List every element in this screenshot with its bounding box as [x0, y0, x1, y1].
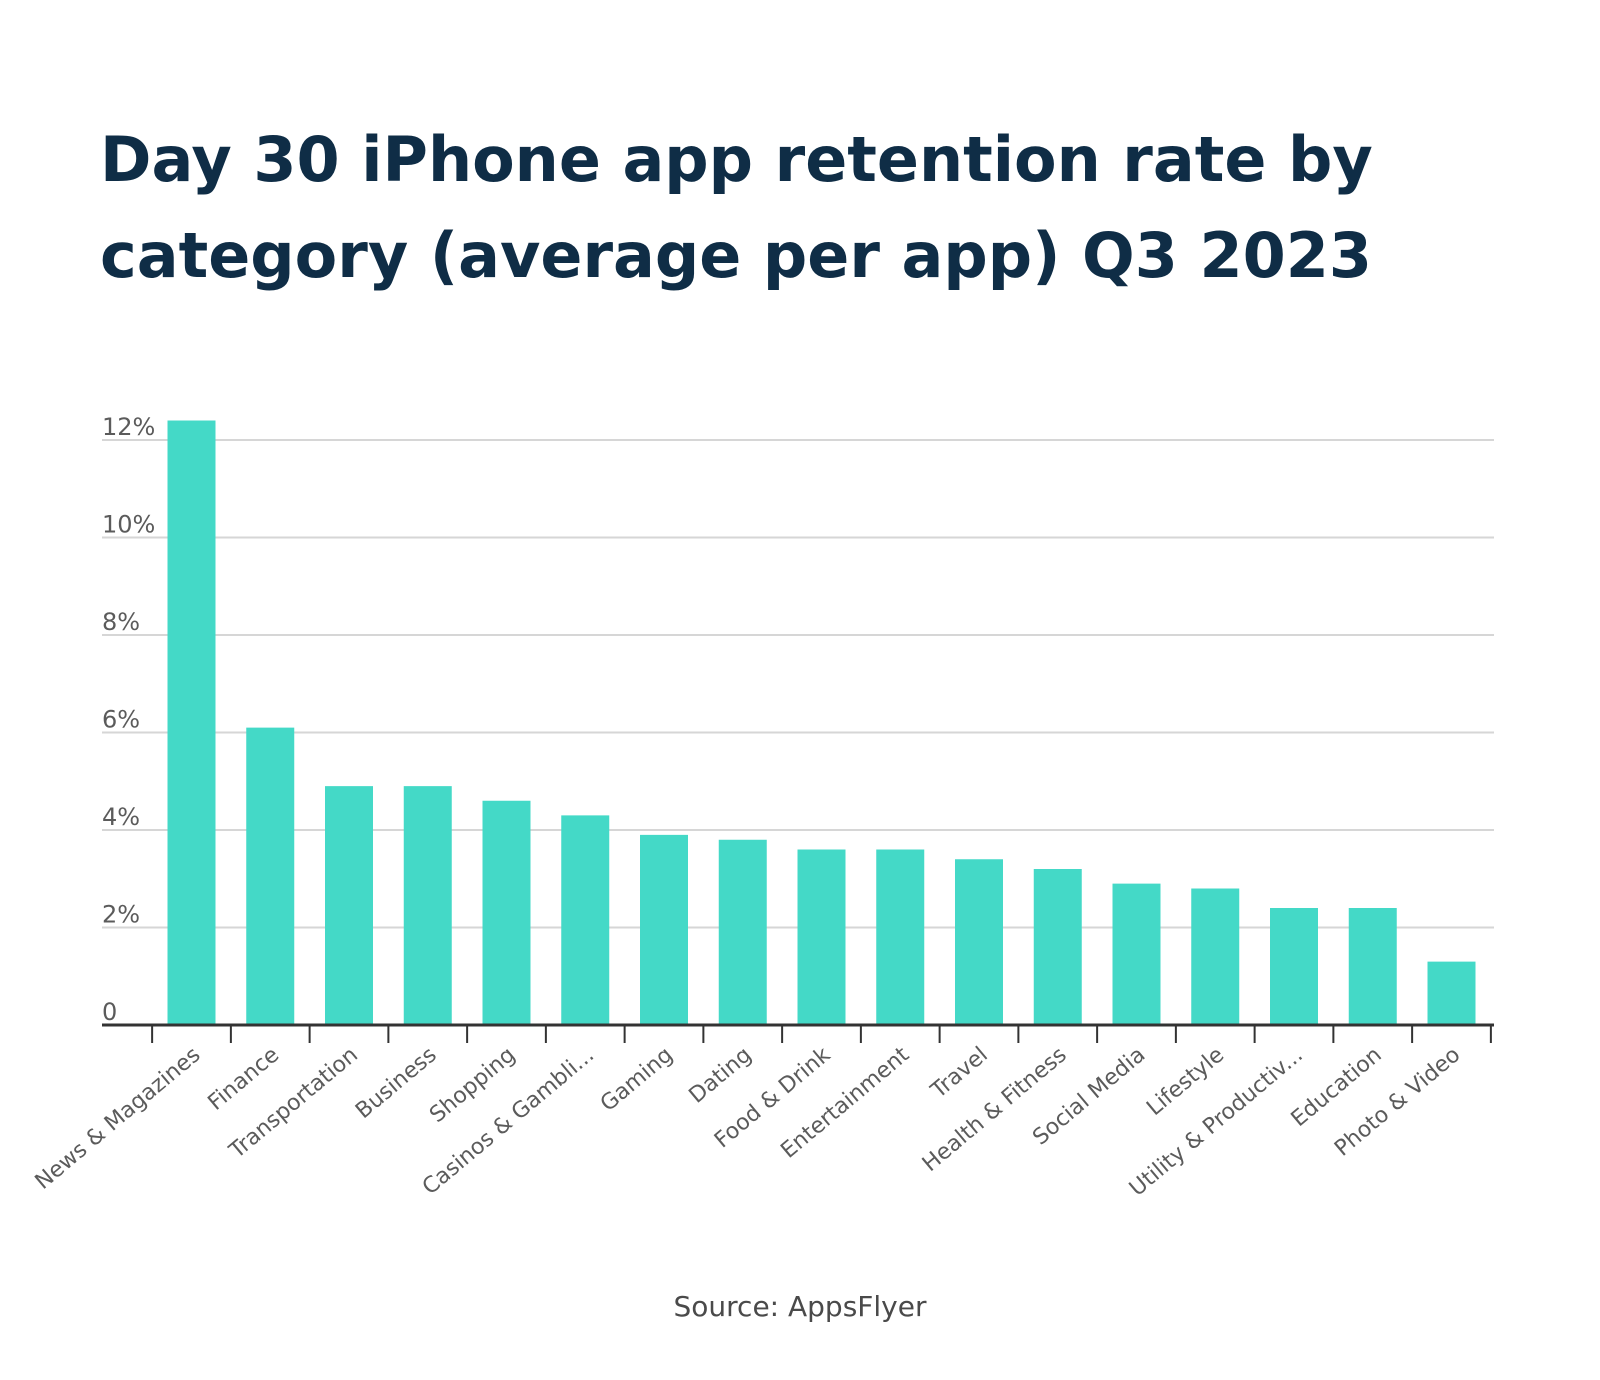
x-tick-label: Health & Fitness: [918, 1042, 1072, 1177]
y-tick-label: 12%: [102, 413, 155, 441]
bar: [561, 815, 610, 1025]
x-tick-label: Travel: [926, 1042, 993, 1104]
y-tick-label: 2%: [102, 901, 140, 929]
y-tick-label: 0: [102, 998, 117, 1026]
bar: [1112, 883, 1161, 1025]
x-tick-label: News & Magazines: [31, 1042, 206, 1194]
bar: [403, 786, 452, 1025]
bar: [1348, 908, 1397, 1025]
y-tick-label: 8%: [102, 608, 140, 636]
bar: [640, 834, 688, 1025]
bar: [482, 800, 531, 1025]
chart-title: Day 30 iPhone app retention rate by cate…: [100, 123, 1373, 292]
y-tick-label: 4%: [102, 803, 140, 831]
x-axis: [102, 1023, 1494, 1043]
bar: [876, 849, 925, 1025]
bar: [325, 786, 373, 1025]
source-note: Source: AppsFlyer: [673, 1290, 927, 1323]
y-axis-ticks: 0 2% 4% 6% 8% 10% 12%: [102, 413, 155, 1026]
x-axis-labels: News & MagazinesFinanceTransportationBus…: [31, 1042, 1466, 1201]
x-tick-label: Gaming: [596, 1042, 678, 1116]
bar: [1033, 869, 1082, 1025]
bar: [718, 839, 767, 1025]
bar: [1191, 888, 1240, 1025]
bar: [955, 859, 1003, 1025]
bar: [246, 727, 295, 1025]
x-tick-label: Dating: [685, 1042, 757, 1108]
bar: [1270, 908, 1318, 1025]
bar: [1427, 961, 1476, 1025]
y-tick-label: 6%: [102, 706, 140, 734]
bars: [167, 420, 1476, 1025]
bar: [167, 420, 216, 1025]
bar: [797, 849, 846, 1025]
y-tick-label: 10%: [102, 511, 155, 539]
